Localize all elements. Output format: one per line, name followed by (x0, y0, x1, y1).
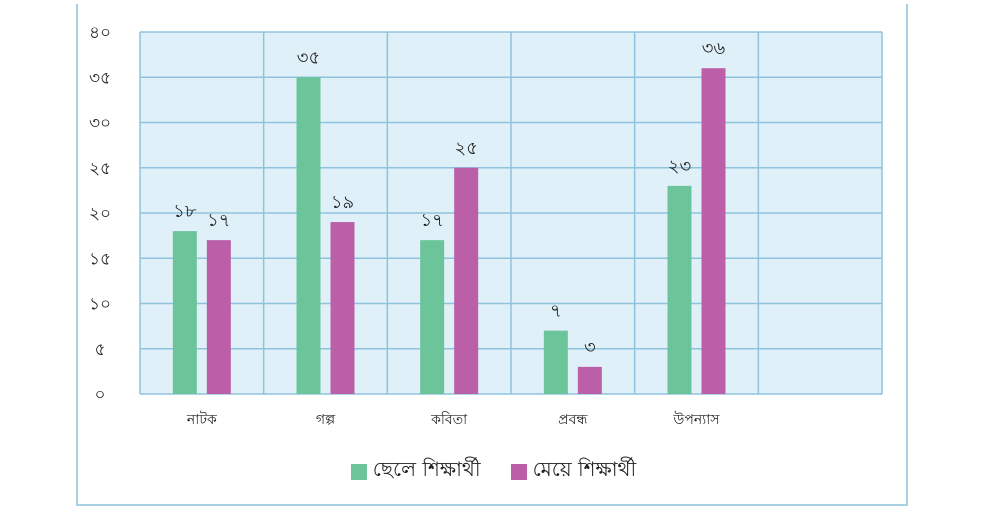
y-tick-label: ২০ (89, 204, 111, 224)
data-label: ৩৫ (297, 47, 320, 68)
y-tick-label: ৩৫ (89, 68, 111, 88)
y-tick-label: ০ (94, 385, 105, 405)
y-tick-label: ২৫ (89, 159, 111, 179)
legend-item-boys: ছেলে শিক্ষার্থী (350, 455, 481, 488)
y-tick-label: ৪০ (89, 23, 111, 43)
data-label: ৩ (584, 337, 596, 358)
bar (577, 366, 602, 394)
bar-chart: ০ ৫ ১০ ১৫ ২০ ২৫ ৩০ ৩৫ ৪০ নাটক ১৮ ১৭ গল্প ৩৫ ১৯ কবিতা ১৭ ২… (89, 23, 883, 428)
data-label: ১৮ (173, 201, 197, 222)
data-label: ২৫ (454, 138, 477, 159)
x-tick-label: উপন্যাস (672, 411, 720, 428)
data-label: ২৩ (668, 156, 691, 177)
x-tick-label: নাটক (186, 411, 217, 428)
legend-swatch-boys (350, 463, 367, 480)
x-tick-label: প্রবন্ধ (558, 412, 588, 428)
bar (420, 240, 445, 394)
data-label: ১৭ (420, 210, 443, 231)
data-label: ৭ (550, 301, 562, 322)
legend-label-boys: ছেলে শিক্ষার্থী (372, 457, 481, 481)
y-tick-label: ৫ (94, 340, 105, 360)
bar (206, 240, 231, 394)
legend-swatch-girls (510, 463, 527, 480)
data-label: ১৯ (331, 192, 354, 213)
bar (454, 167, 479, 394)
bar (172, 231, 197, 394)
data-label: ১৭ (207, 210, 230, 231)
x-tick-label: গল্প (316, 412, 336, 428)
chart-legend: ছেলে শিক্ষার্থী মেয়ে শিক্ষার্থী (0, 455, 987, 488)
y-tick-label: ৩০ (89, 114, 111, 134)
bar (543, 330, 568, 394)
bar (667, 185, 692, 394)
bar (330, 222, 355, 394)
data-label: ৩৬ (702, 38, 726, 59)
bar (701, 68, 726, 394)
x-tick-label: কবিতা (430, 411, 468, 428)
y-tick-label: ১৫ (89, 249, 111, 269)
legend-label-girls: মেয়ে শিক্ষার্থী (532, 457, 637, 481)
chart-frame (76, 4, 908, 506)
y-tick-label: ১০ (89, 295, 111, 315)
legend-item-girls: মেয়ে শিক্ষার্থী (510, 455, 637, 488)
bar (296, 77, 321, 394)
